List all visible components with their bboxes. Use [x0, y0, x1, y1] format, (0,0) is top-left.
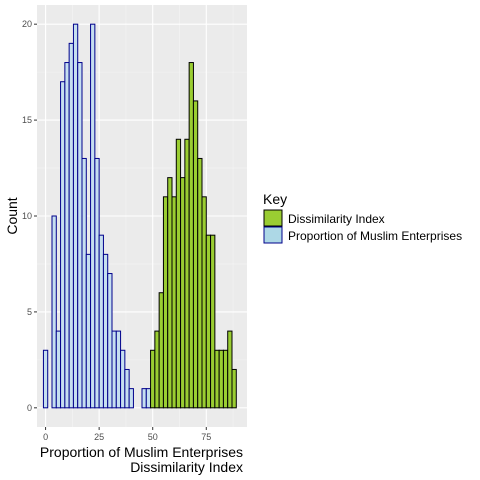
bar: [120, 349, 126, 409]
bar: [68, 42, 74, 409]
bar: [158, 292, 164, 409]
x-axis-ticks: 0 25 50 75: [43, 427, 211, 442]
bar: [231, 368, 237, 409]
y-tick-label: 20: [22, 19, 32, 29]
bar: [171, 196, 177, 409]
bar: [162, 196, 169, 409]
legend-key-proportion-muslim-enterprises: [263, 226, 283, 244]
x-tick-label: 0: [43, 432, 48, 442]
bar: [55, 330, 62, 409]
bar: [167, 177, 173, 409]
bar: [197, 157, 203, 409]
histogram-bars: [42, 23, 237, 409]
bar: [60, 81, 66, 409]
bar: [188, 62, 194, 409]
series-proportion-muslim-enterprises: [42, 23, 152, 409]
bar: [218, 349, 224, 409]
bar: [72, 23, 79, 409]
y-tick-label: 5: [27, 307, 32, 317]
x-axis-title-line-1: Proportion of Muslim Enterprises: [40, 444, 243, 460]
bar: [201, 196, 207, 409]
bar: [184, 138, 190, 409]
bar: [42, 349, 49, 409]
x-tick-label: 25: [94, 432, 104, 442]
y-tick-label: 15: [22, 115, 32, 125]
x-tick-label: 75: [201, 432, 211, 442]
bar: [205, 234, 212, 409]
bar: [180, 177, 186, 409]
legend-label-dissimilarity-index: Dissimilarity Index: [288, 212, 385, 226]
bar: [85, 253, 92, 409]
bar: [124, 368, 130, 409]
bar: [111, 330, 117, 409]
y-tick-label: 0: [27, 403, 32, 413]
bar: [90, 23, 96, 409]
bar: [227, 330, 233, 409]
bar: [94, 157, 100, 409]
bar: [77, 62, 83, 409]
bar: [107, 273, 113, 409]
bar: [214, 349, 220, 409]
bar: [175, 138, 182, 409]
bar: [192, 100, 199, 409]
y-axis-title: Count: [4, 197, 20, 234]
x-tick-label: 50: [148, 432, 158, 442]
bar: [102, 253, 109, 409]
bar: [98, 234, 104, 409]
bar: [154, 330, 160, 409]
bar: [115, 330, 122, 409]
y-tick-label: 10: [22, 211, 32, 221]
bar: [141, 388, 147, 409]
legend: Key Dissimilarity Index Proportion of Mu…: [263, 191, 462, 244]
bar: [128, 388, 134, 409]
bar: [210, 234, 216, 409]
x-axis-title-line-2: Dissimilarity Index: [130, 459, 243, 475]
bar: [150, 349, 156, 409]
y-axis-ticks: 0 5 10 15 20: [22, 19, 37, 413]
bar: [145, 388, 152, 409]
bar: [51, 215, 57, 409]
bar: [81, 157, 87, 409]
legend-key-dissimilarity-index: [263, 209, 283, 227]
bar: [64, 62, 70, 409]
bar: [222, 349, 229, 409]
legend-label-proportion-muslim-enterprises: Proportion of Muslim Enterprises: [288, 229, 462, 243]
legend-title: Key: [263, 191, 287, 207]
series-dissimilarity-index: [150, 62, 237, 409]
